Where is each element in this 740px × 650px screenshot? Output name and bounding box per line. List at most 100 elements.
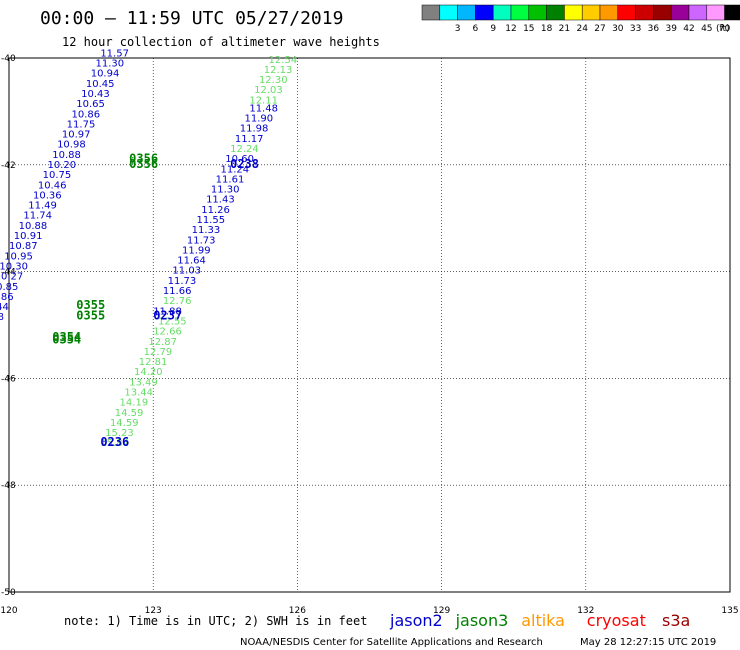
wave-height-value: 10.86	[71, 109, 100, 120]
wave-height-value: 11.03	[172, 266, 201, 277]
legend-s3a: s3a	[662, 611, 690, 630]
scale-swatch	[492, 4, 512, 21]
wave-height-value: 13.44	[124, 387, 153, 398]
wave-height-value: 11.30	[96, 59, 125, 70]
legend-jason3: jason3	[455, 611, 509, 630]
wave-height-value: 13.49	[129, 377, 158, 388]
scale-swatch	[475, 4, 494, 21]
wave-height-value: 10.43	[81, 89, 110, 100]
scale-swatch	[421, 4, 441, 21]
scale-swatch	[653, 4, 672, 21]
wave-height-value: 11.64	[177, 256, 206, 267]
wave-height-value: 11.61	[216, 174, 245, 185]
wave-height-value: 10.27	[0, 272, 23, 283]
wave-height-value: 11.48	[249, 103, 278, 114]
legend-altika: altika	[521, 611, 565, 630]
wave-height-value: 11.33	[192, 225, 221, 236]
altimeter-tracks: 11.5711.3010.9410.4510.4310.6510.8611.75…	[0, 48, 297, 449]
legend-jason2: jason2	[389, 611, 443, 630]
wave-height-value: 10.86	[0, 292, 14, 303]
satellite-legend: jason2 jason3 altika cryosat s3a	[389, 611, 690, 630]
wave-height-value: 11.49	[28, 201, 57, 212]
scale-tick-label: 30	[612, 24, 624, 34]
wave-height-value: 12.11	[249, 95, 278, 106]
wave-height-value: 14.20	[134, 367, 163, 378]
wave-height-value: 11.98	[240, 124, 269, 135]
wave-height-value: 11.66	[163, 286, 192, 297]
wave-height-value: 12.79	[144, 347, 173, 358]
wave-height-scale-bar: 3 6 9 12 15 18 21 24 27 30 33 36 39 42 45 70	[421, 4, 740, 34]
latitude-tick-label: -42	[1, 161, 16, 171]
pass-number-label: 0356	[129, 152, 158, 166]
scale-swatch	[706, 4, 725, 21]
page-title: 00:00 – 11:59 UTC 05/27/2019	[40, 8, 343, 29]
wave-height-value: 11.75	[67, 119, 96, 130]
scale-swatch	[635, 4, 654, 21]
wave-height-value: 11.99	[182, 245, 211, 256]
wave-height-value: 11.17	[235, 134, 264, 145]
wave-height-value: 10.36	[33, 190, 62, 201]
pass-number-label: 0236	[100, 435, 129, 449]
scale-tick-label: 24	[576, 24, 588, 34]
scale-tick-label: 12	[505, 24, 516, 34]
scale-tick-label: 18	[541, 24, 553, 34]
wave-height-value: 10.87	[9, 241, 38, 252]
longitude-tick-label: 123	[145, 606, 162, 616]
wave-height-value: 11.74	[23, 211, 52, 222]
map-grid	[8, 57, 731, 593]
footer-timestamp: May 28 12:27:15 UTC 2019	[580, 637, 716, 648]
wave-height-value: 11.44	[0, 302, 9, 313]
scale-swatch	[581, 4, 601, 21]
scale-swatch	[439, 4, 458, 21]
scale-swatch	[670, 4, 690, 21]
wave-height-value: 10.30	[0, 261, 28, 272]
wave-height-value: 11.28	[0, 312, 4, 323]
scale-swatch	[599, 4, 619, 21]
longitude-tick-label: 120	[0, 606, 17, 616]
scale-tick-label: 36	[648, 24, 660, 34]
wave-height-value: 12.76	[163, 296, 192, 307]
wave-height-value: 10.46	[38, 180, 67, 191]
scale-unit-label: (ft)	[716, 24, 730, 34]
wave-height-value: 11.24	[220, 164, 249, 175]
pass-number-label: 0355	[76, 298, 105, 312]
scale-swatch	[510, 4, 530, 21]
wave-height-value: 10.20	[47, 160, 76, 171]
pass-number-label: 0354	[52, 333, 81, 347]
wave-height-value: 10.45	[86, 79, 115, 90]
wave-height-value: 11.30	[211, 185, 240, 196]
wave-height-value: 10.75	[43, 170, 72, 181]
scale-tick-label: 39	[665, 24, 677, 34]
pass-number-label: 0237	[153, 309, 182, 323]
wave-height-value: 15.84	[100, 438, 129, 449]
wave-height-value: 11.43	[206, 195, 235, 206]
wave-height-value: 14.59	[110, 418, 139, 429]
wave-height-value: 10.60	[225, 154, 254, 165]
wave-height-value: 10.95	[4, 251, 33, 262]
wave-height-value: 11.55	[196, 215, 225, 226]
scale-tick-label: 33	[630, 24, 641, 34]
longitude-tick-label: 135	[721, 606, 738, 616]
scale-swatch	[688, 4, 708, 21]
wave-height-value: 12.66	[153, 327, 182, 338]
scale-tick-label: 3	[455, 24, 461, 34]
wave-height-value: 12.24	[230, 144, 259, 155]
pass-number-label: 0356	[129, 157, 158, 171]
scale-swatch	[564, 4, 583, 21]
map-axis-labels: 120 123 126 129 132 135 -40 -42 -44 -46 -48 -50	[0, 54, 738, 616]
wave-height-value: 14.19	[120, 398, 149, 409]
wave-height-value: 12.30	[259, 75, 288, 86]
scale-tick-label: 27	[594, 24, 605, 34]
wave-height-value: 12.81	[139, 357, 168, 368]
scale-tick-label: 6	[473, 24, 479, 34]
scale-tick-label: 21	[559, 24, 570, 34]
wave-height-value: 12.87	[148, 337, 177, 348]
wave-height-value: 10.65	[76, 99, 105, 110]
footer-note: note: 1) Time is in UTC; 2) SWH is in fe…	[64, 614, 367, 628]
legend-cryosat: cryosat	[587, 611, 646, 630]
scale-tick-label: 45	[701, 24, 712, 34]
scale-swatch	[724, 4, 740, 21]
wave-height-value: 10.97	[62, 130, 91, 141]
scale-swatch	[617, 4, 636, 21]
